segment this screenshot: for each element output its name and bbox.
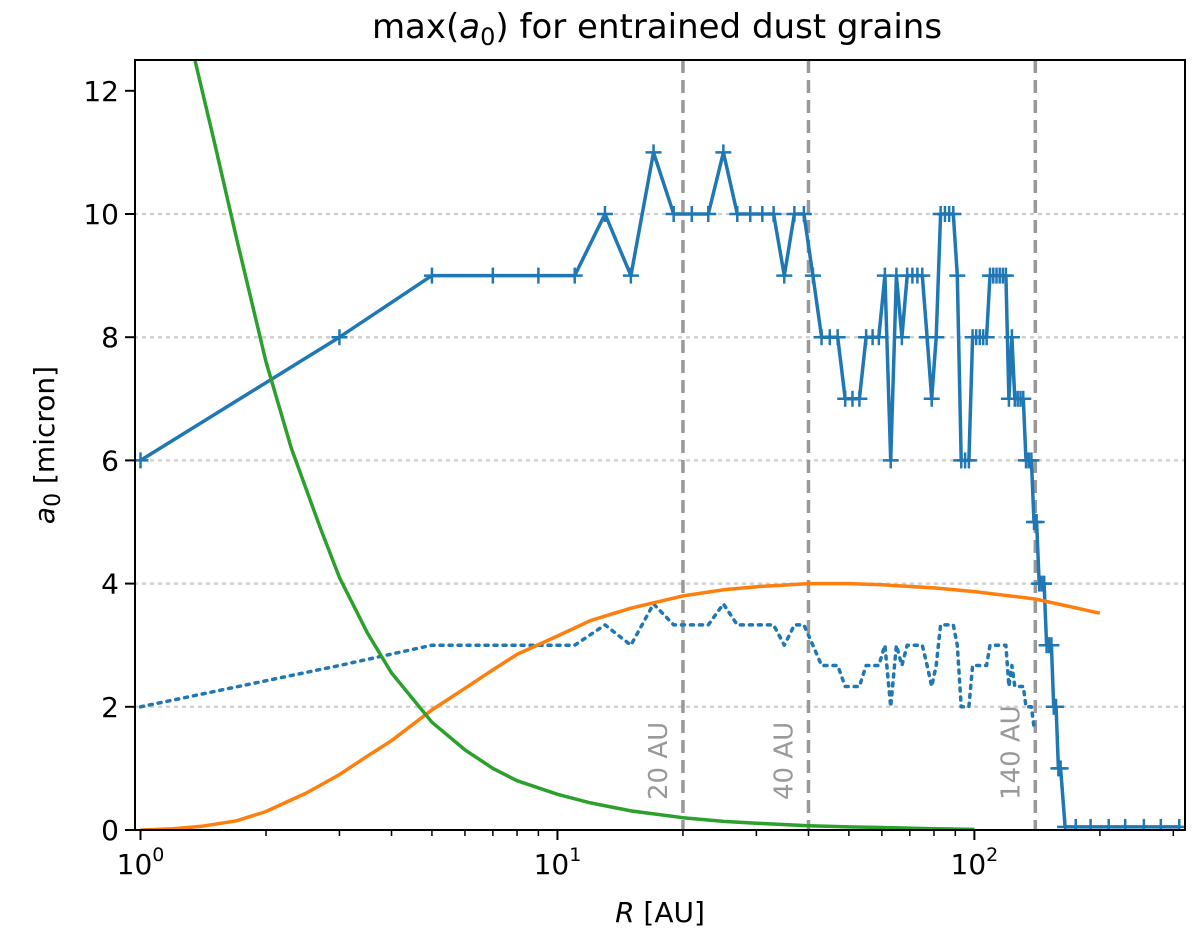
data-point-0-61 <box>1003 329 1020 346</box>
y-tick-label-6: 6 <box>101 444 119 477</box>
data-point-0-31 <box>882 452 899 469</box>
data-point-0-80 <box>1052 760 1069 777</box>
y-tick-label-2: 2 <box>101 691 119 724</box>
data-point-0-78 <box>1048 698 1065 715</box>
data-point-0-17 <box>776 267 793 284</box>
data-point-0-20 <box>804 267 821 284</box>
data-point-0-45 <box>949 267 966 284</box>
y-axis-title: a0 [micron] <box>28 366 66 524</box>
data-point-0-4 <box>530 267 547 284</box>
y-tick-label-0: 0 <box>101 814 119 847</box>
data-point-0-65 <box>1015 390 1032 407</box>
data-point-0-1 <box>331 329 348 346</box>
data-point-0-59 <box>997 267 1014 284</box>
data-point-0-8 <box>645 144 662 161</box>
reference-lines: 20 AU 40 AU 140 AU <box>644 60 1038 830</box>
data-point-0-84 <box>1100 818 1117 830</box>
data-point-0-12 <box>715 144 732 161</box>
data-point-0-68 <box>1023 452 1040 469</box>
data-point-0-82 <box>1067 818 1084 830</box>
data-point-0-6 <box>596 206 613 222</box>
data-point-0-48 <box>960 452 977 469</box>
data-point-0-87 <box>1152 818 1169 830</box>
data-point-0-85 <box>1117 818 1134 830</box>
data-point-0-86 <box>1135 818 1152 830</box>
data-point-0-44 <box>945 206 962 222</box>
data-point-0-39 <box>923 390 940 407</box>
data-point-0-2 <box>423 267 440 284</box>
data-point-0-76 <box>1043 637 1060 654</box>
data-point-0-5 <box>566 267 583 284</box>
data-point-0-73 <box>1036 575 1053 592</box>
data-point-0-70 <box>1028 514 1045 530</box>
y-tick-label-8: 8 <box>101 321 119 354</box>
data-point-0-37 <box>914 267 931 284</box>
x-tick-label-10: 101 <box>534 844 582 881</box>
data-point-0-9 <box>665 206 682 222</box>
data-point-0-3 <box>484 267 501 284</box>
data-point-0-16 <box>765 206 782 222</box>
data-point-0-26 <box>851 390 868 407</box>
series-line-2 <box>140 581 1101 830</box>
data-point-0-33 <box>893 329 910 346</box>
series-layer <box>135 60 1185 830</box>
y-tick-label-12: 12 <box>83 75 119 108</box>
series-line-1 <box>138 602 1039 729</box>
tick-layer: 0 2 4 6 8 10 12 100 101 102 <box>83 75 1175 881</box>
data-point-0-53 <box>978 329 995 346</box>
data-point-0-10 <box>683 206 700 222</box>
data-point-0-29 <box>870 329 887 346</box>
plot-frame <box>134 59 1186 831</box>
data-point-0-83 <box>1082 818 1099 830</box>
data-point-0-11 <box>700 206 717 222</box>
data-point-0-7 <box>622 267 639 284</box>
x-tick-label-1: 100 <box>117 844 165 881</box>
series-line-3 <box>193 60 975 830</box>
vline-label-40au: 40 AU <box>769 722 799 800</box>
data-point-0-23 <box>829 329 846 346</box>
y-tick-label-10: 10 <box>83 198 119 231</box>
vline-label-140au: 140 AU <box>996 705 1026 800</box>
data-point-0-19 <box>795 206 812 222</box>
y-tick-label-4: 4 <box>101 568 119 601</box>
x-axis-title: R [AU] <box>615 896 705 929</box>
x-tick-label-100: 102 <box>951 844 999 881</box>
data-point-0-40 <box>928 329 945 346</box>
chart-title: max(a0) for entrained dust grains <box>372 7 942 51</box>
vline-label-20au: 20 AU <box>644 722 674 800</box>
